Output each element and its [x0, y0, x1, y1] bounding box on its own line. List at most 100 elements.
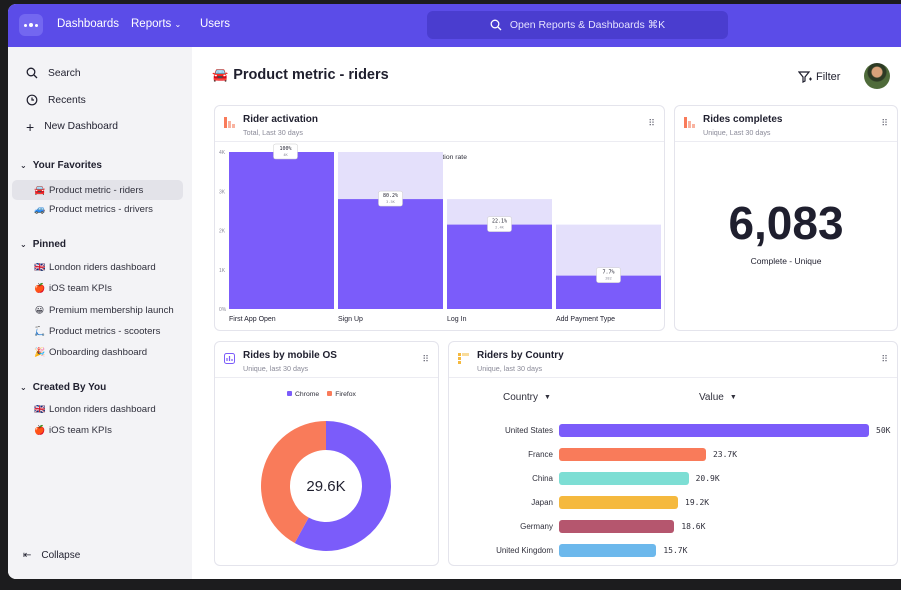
completion-count-label: 282	[605, 277, 612, 281]
sidebar-item-ios-kpis-created[interactable]: 🍎 iOS team KPIs	[34, 425, 112, 436]
nav-users[interactable]: Users	[200, 18, 231, 30]
y-tick-label: 0%	[219, 307, 227, 313]
y-tick-label: 1K	[219, 268, 226, 274]
card-title: Riders by Country	[477, 350, 564, 361]
sidebar-item-premium-launch[interactable]: 😀 Premium membership launch	[34, 305, 174, 316]
country-row[interactable]: Germany 18.6K	[449, 520, 897, 534]
mobile-os-donut-chart: 29.6K	[261, 421, 391, 551]
drag-handle-icon[interactable]: ⠿	[422, 354, 429, 364]
donut-center-value: 29.6K	[306, 478, 345, 495]
funnel-bar[interactable]	[229, 152, 334, 309]
completion-label-box	[487, 216, 512, 232]
country-value-label: 15.7K	[663, 546, 688, 555]
sidebar-new-dashboard[interactable]: + New Dashboard	[26, 120, 118, 134]
sidebar-recents-label: Recents	[48, 94, 86, 106]
page-title-text: Product metric - riders	[233, 67, 389, 83]
sidebar-item-london-riders[interactable]: 🇬🇧 London riders dashboard	[34, 262, 156, 273]
country-bar[interactable]	[559, 424, 869, 437]
sidebar-item-product-metrics-drivers[interactable]: 🚙 Product metrics - drivers	[34, 204, 153, 215]
card-subtitle: Unique, last 30 days	[477, 364, 543, 373]
global-search[interactable]: Open Reports & Dashboards ⌘K	[427, 11, 728, 39]
card-header: Rides by mobile OS Unique, last 30 days …	[215, 342, 438, 378]
country-label: United States	[504, 426, 553, 435]
column-header-country[interactable]: Country ▼	[503, 392, 551, 403]
completion-count-label: 4K	[283, 153, 288, 157]
country-value-label: 19.2K	[685, 498, 710, 507]
country-value-label: 23.7K	[712, 450, 738, 459]
card-title: Rides completes	[703, 114, 783, 125]
caret-down-icon: ▼	[544, 394, 551, 401]
filter-icon	[798, 71, 812, 83]
funnel-bar[interactable]	[338, 199, 443, 309]
sidebar-item-scooters[interactable]: 🛴 Product metrics - scooters	[34, 326, 160, 337]
sidebar-item-ios-kpis[interactable]: 🍎 iOS team KPIs	[34, 283, 112, 294]
section-created-by-you[interactable]: ⌄ Created By You	[20, 382, 106, 393]
country-bar[interactable]	[559, 448, 706, 461]
caret-down-icon: ▼	[729, 394, 737, 401]
search-icon	[26, 67, 38, 79]
avatar[interactable]	[864, 63, 890, 89]
funnel-bar[interactable]	[447, 224, 552, 309]
sidebar-recents[interactable]: Recents	[26, 94, 86, 106]
chevron-down-icon: ⌄	[174, 20, 182, 29]
sidebar-item-london-riders-created[interactable]: 🇬🇧 London riders dashboard	[34, 404, 156, 415]
country-bar[interactable]	[559, 496, 679, 509]
nav-reports[interactable]: Reports ⌄	[131, 18, 181, 30]
sidebar-item-product-metric-riders[interactable]: 🚘 Product metric - riders	[12, 180, 183, 200]
completion-count-label: 2.4K	[495, 226, 504, 230]
sidebar-item-onboarding[interactable]: 🎉 Onboarding dashboard	[34, 347, 147, 358]
section-pinned[interactable]: ⌄ Pinned	[20, 239, 66, 250]
country-row[interactable]: France 23.7K	[449, 448, 897, 462]
country-bar[interactable]	[559, 520, 675, 533]
country-row[interactable]: United States 50K	[449, 424, 897, 438]
logo-icon[interactable]	[19, 14, 43, 36]
section-favorites[interactable]: ⌄ Your Favorites	[20, 160, 102, 171]
chart-legend: Chrome Firefox	[287, 391, 356, 398]
column-header-label: Value	[699, 392, 724, 403]
drag-handle-icon[interactable]: ⠿	[648, 118, 655, 128]
drag-handle-icon[interactable]: ⠿	[881, 118, 888, 128]
nav-dashboards[interactable]: Dashboards	[57, 18, 120, 30]
party-icon: 🎉	[34, 347, 46, 357]
card-subtitle: Unique, last 30 days	[243, 364, 309, 373]
section-created-title: Created By You	[32, 382, 107, 393]
x-axis-label: Sign Up	[338, 316, 363, 323]
chevron-down-icon: ⌄	[20, 161, 27, 170]
filter-button[interactable]: Filter	[798, 71, 840, 83]
country-row[interactable]: Japan 19.2K	[449, 496, 897, 510]
completion-count-label: 3.5K	[386, 200, 395, 204]
card-rides-completes: Rides completes Unique, Last 30 days ⠿ 6…	[674, 105, 898, 331]
country-value-label: 50K	[876, 426, 891, 435]
metric-value: 6,083	[728, 197, 844, 249]
sidebar-item-label: Product metrics - scooters	[49, 326, 161, 337]
legend-label: Firefox	[335, 391, 356, 398]
collapse-label: Collapse	[41, 550, 81, 561]
x-axis-label: Add Payment Type	[556, 316, 615, 323]
flag-icon: 🇬🇧	[34, 404, 46, 414]
clock-icon	[26, 94, 38, 106]
country-row[interactable]: United Kingdom 15.7K	[449, 544, 897, 558]
sidebar-item-label: London riders dashboard	[49, 262, 156, 273]
x-axis-label: Log In	[447, 316, 467, 323]
card-riders-by-country: Riders by Country Unique, last 30 days ⠿…	[448, 341, 898, 566]
completion-rate-label: 7.7%	[602, 270, 614, 276]
smiley-icon: 😀	[34, 305, 45, 315]
drag-handle-icon[interactable]: ⠿	[881, 354, 888, 364]
sidebar-search[interactable]: Search	[26, 67, 81, 79]
donut-slice-firefox[interactable]	[261, 421, 326, 543]
country-bar[interactable]	[559, 544, 657, 557]
completion-label-box	[273, 143, 298, 160]
sidebar-item-label: Product metrics - drivers	[49, 204, 153, 215]
nav-reports-label: Reports	[131, 18, 172, 30]
chevron-down-icon: ⌄	[20, 383, 27, 392]
sidebar: Search Recents + New Dashboard ⌄ Your Fa…	[8, 47, 192, 579]
column-header-value[interactable]: Value ▼	[699, 392, 737, 403]
funnel-chart-icon	[684, 117, 695, 128]
donut-slice-chrome[interactable]	[294, 421, 391, 551]
country-row[interactable]: China 20.9K	[449, 472, 897, 486]
y-tick-label: 4K	[219, 150, 226, 156]
country-bar[interactable]	[559, 472, 689, 485]
collapse-button[interactable]: ⇤ Collapse	[23, 550, 80, 561]
card-title: Rider activation	[243, 114, 319, 125]
